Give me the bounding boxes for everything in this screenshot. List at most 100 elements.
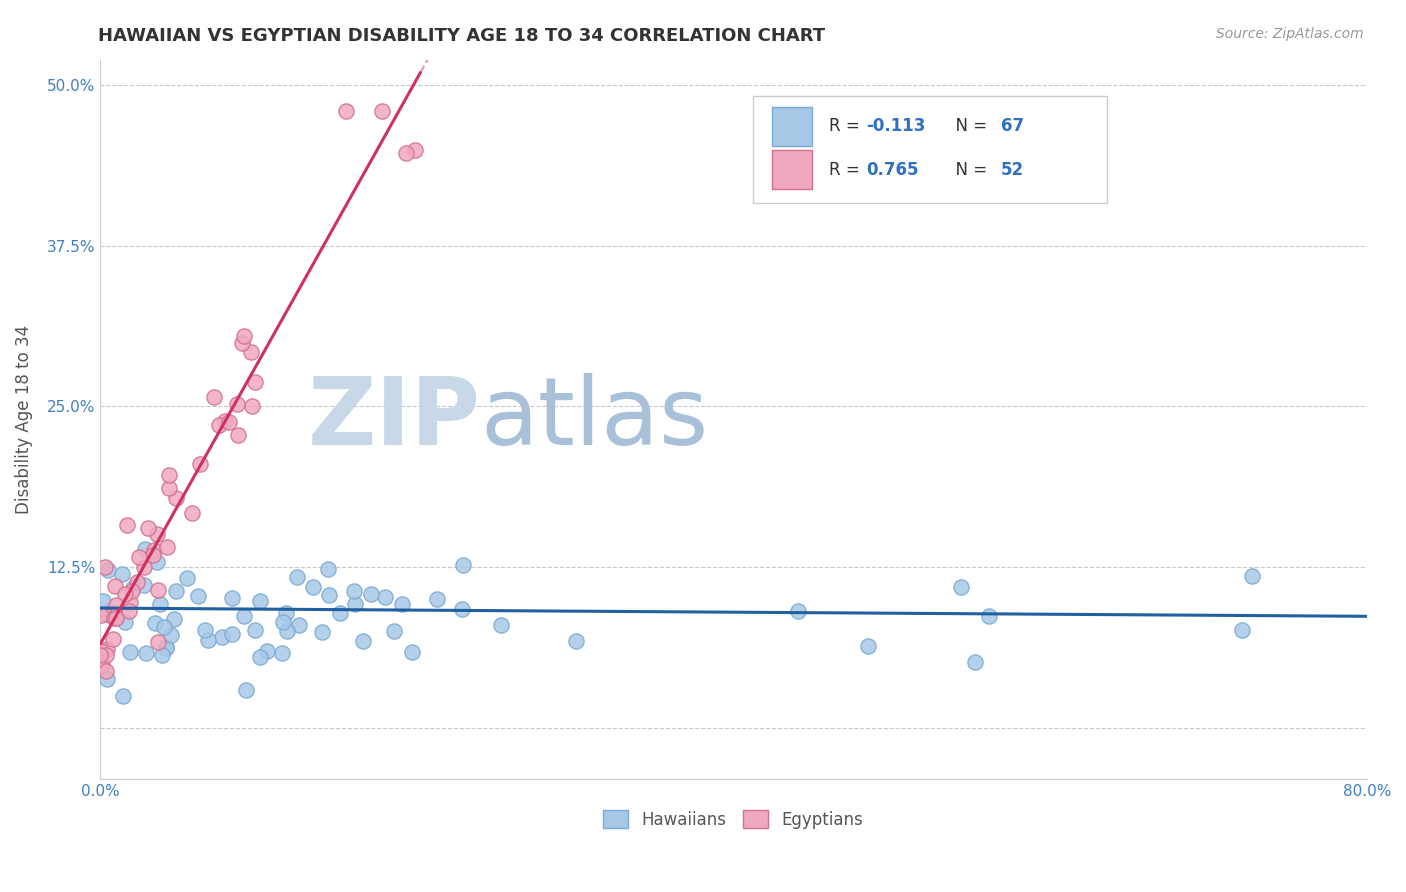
Point <box>146 527 169 541</box>
Point <box>240 345 263 359</box>
Point <box>118 645 141 659</box>
Point <box>104 579 127 593</box>
Point <box>343 597 366 611</box>
Point <box>132 578 155 592</box>
Point <box>214 414 236 428</box>
Point <box>451 602 474 616</box>
Point <box>977 608 1000 623</box>
Point <box>165 584 187 599</box>
Point <box>94 664 117 678</box>
Point <box>121 582 143 596</box>
Point <box>218 415 240 429</box>
Point <box>1230 623 1253 637</box>
Text: N =: N = <box>945 161 993 178</box>
Point <box>950 580 973 594</box>
Point <box>105 611 128 625</box>
Point <box>111 567 134 582</box>
Point <box>165 491 187 506</box>
Point <box>176 571 198 585</box>
Point <box>134 541 156 556</box>
Point <box>318 588 340 602</box>
Point <box>118 604 141 618</box>
Point <box>329 606 352 620</box>
Text: 67: 67 <box>1001 118 1024 136</box>
Point <box>101 608 124 623</box>
Point <box>243 623 266 637</box>
Point <box>311 624 333 639</box>
Point <box>382 624 405 639</box>
Point <box>187 589 209 603</box>
Point <box>276 624 298 638</box>
Point <box>112 690 135 704</box>
Point <box>302 580 325 594</box>
Point <box>451 558 474 572</box>
Point <box>391 598 413 612</box>
Point <box>96 604 118 618</box>
Point <box>157 481 180 495</box>
Point <box>225 397 247 411</box>
Point <box>114 587 136 601</box>
Point <box>159 628 181 642</box>
Point <box>94 560 117 574</box>
Point <box>163 612 186 626</box>
Point <box>335 103 357 118</box>
Text: R =: R = <box>828 161 865 178</box>
Point <box>91 594 114 608</box>
Point <box>188 458 211 472</box>
Point <box>136 521 159 535</box>
Point <box>97 563 120 577</box>
Text: 0.765: 0.765 <box>866 161 920 178</box>
Point <box>342 584 364 599</box>
Point <box>204 390 226 404</box>
Bar <box>772 107 813 146</box>
Point <box>271 615 294 630</box>
FancyBboxPatch shape <box>752 95 1107 203</box>
Point <box>245 375 267 389</box>
Point <box>146 635 169 649</box>
Point <box>374 590 396 604</box>
Point <box>232 328 254 343</box>
Point <box>271 646 294 660</box>
Point <box>211 630 233 644</box>
Point <box>150 648 173 663</box>
Point <box>155 640 177 655</box>
Point <box>156 541 179 555</box>
Point <box>115 518 138 533</box>
Legend: Hawaiians, Egyptians: Hawaiians, Egyptians <box>596 804 870 835</box>
Point <box>159 468 181 483</box>
Point <box>134 560 156 574</box>
Point <box>127 574 149 589</box>
Point <box>256 644 278 658</box>
Point <box>146 583 169 598</box>
Point <box>90 607 112 622</box>
Text: HAWAIIAN VS EGYPTIAN DISABILITY AGE 18 TO 34 CORRELATION CHART: HAWAIIAN VS EGYPTIAN DISABILITY AGE 18 T… <box>98 27 825 45</box>
Point <box>240 399 263 413</box>
Point <box>360 586 382 600</box>
Text: ZIP: ZIP <box>308 373 481 466</box>
Point <box>103 611 125 625</box>
Point <box>90 644 112 658</box>
Point <box>120 595 142 609</box>
Point <box>221 627 243 641</box>
Point <box>146 555 169 569</box>
Text: Source: ZipAtlas.com: Source: ZipAtlas.com <box>1216 27 1364 41</box>
Y-axis label: Disability Age 18 to 34: Disability Age 18 to 34 <box>15 325 32 514</box>
Bar <box>772 150 813 189</box>
Point <box>352 633 374 648</box>
Point <box>565 633 588 648</box>
Point <box>135 646 157 660</box>
Point <box>787 604 810 618</box>
Point <box>94 648 117 663</box>
Point <box>963 655 986 669</box>
Point <box>180 506 202 520</box>
Point <box>858 639 880 653</box>
Point <box>141 549 163 563</box>
Point <box>274 606 297 620</box>
Point <box>121 584 143 599</box>
Point <box>96 672 118 686</box>
Point <box>153 620 176 634</box>
Point <box>233 609 256 624</box>
Point <box>1240 569 1263 583</box>
Point <box>249 594 271 608</box>
Text: -0.113: -0.113 <box>866 118 927 136</box>
